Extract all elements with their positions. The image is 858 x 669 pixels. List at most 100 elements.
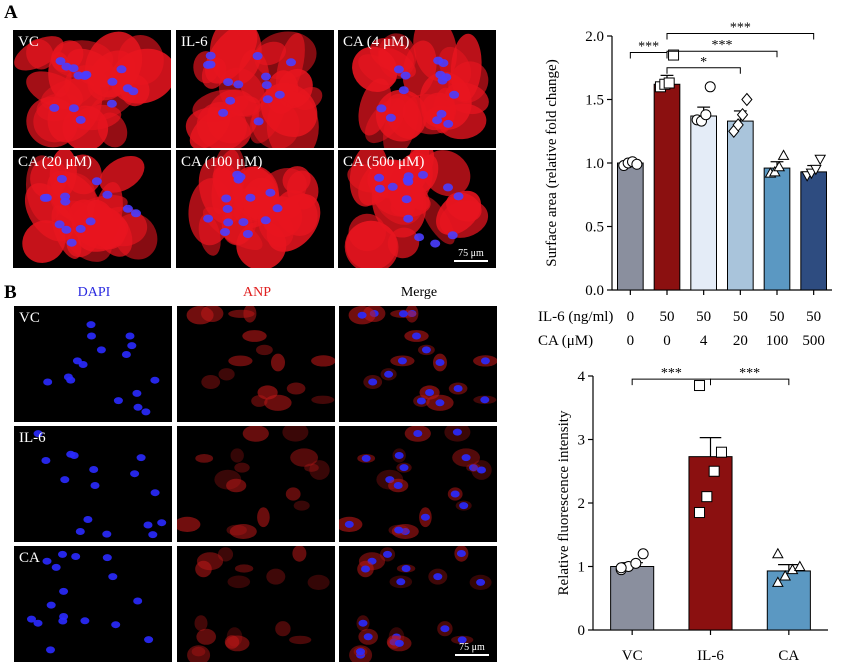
micrograph-label: VC <box>18 34 39 50</box>
data-point <box>615 562 627 574</box>
y-tick-label: 0.0 <box>585 283 604 299</box>
micrograph-b-ca-dapi: CA <box>14 546 172 662</box>
data-point <box>809 164 822 176</box>
y-tick-label: 1.5 <box>585 93 604 109</box>
micrograph-a-1: VC <box>13 30 171 148</box>
y-tick-label: 0 <box>578 623 586 639</box>
panel-letter-b: B <box>4 282 17 303</box>
y-tick-label: 4 <box>578 369 586 385</box>
bar <box>688 456 733 631</box>
x-tick-label: CA <box>778 648 799 664</box>
micrograph-label: CA (20 μM) <box>18 154 92 170</box>
significance-bracket <box>666 50 778 58</box>
y-tick-label: 2.0 <box>585 29 604 45</box>
y-tick-label: 1.0 <box>585 156 604 172</box>
treatment-value: 50 <box>660 309 675 325</box>
column-header-merge: Merge <box>400 285 438 300</box>
micrograph-b-vc-merge <box>339 306 497 422</box>
bar <box>653 83 681 291</box>
data-point <box>694 380 706 392</box>
panel-letter-a: A <box>4 2 18 23</box>
fluorescence-intensity-bar-chart: 0 1 2 3 4 Relative fluorescence intensity *** *… <box>556 366 828 664</box>
bar <box>610 566 655 631</box>
data-point <box>631 158 643 170</box>
treatment-value: 20 <box>733 333 748 349</box>
y-axis-label: Surface area (relative fold change) <box>544 59 560 266</box>
x-tick-label: IL-6 <box>697 648 724 664</box>
data-point <box>736 107 749 122</box>
treatment-value: 0 <box>663 333 671 349</box>
row-label: VC <box>19 310 40 326</box>
data-point <box>771 547 784 559</box>
treatment-row-label: IL-6 (ng/ml) <box>538 309 613 325</box>
micrograph-a-2: IL-6 <box>176 30 334 148</box>
bar <box>690 115 717 291</box>
micrograph-a-6: CA (500 μM) 75 μm <box>338 150 496 268</box>
data-point <box>630 557 642 569</box>
column-header-anp: ANP <box>242 285 271 300</box>
data-point <box>668 49 680 61</box>
micrograph-label: CA (4 μM) <box>343 34 410 50</box>
data-point <box>741 92 753 107</box>
column-header-dapi: DAPI <box>77 285 111 300</box>
x-tick-label: VC <box>622 648 643 664</box>
data-point <box>779 569 792 581</box>
significance-label: *** <box>730 20 751 35</box>
bar <box>800 171 828 291</box>
row-label: CA <box>19 550 40 566</box>
bar <box>766 570 811 631</box>
treatment-value: 50 <box>696 309 711 325</box>
micrograph-b-ca-merge: 75 μm <box>339 546 497 662</box>
micrograph-label: IL-6 <box>181 34 208 50</box>
micrograph-a-3: CA (4 μM) <box>338 30 496 148</box>
treatment-value: 100 <box>766 333 789 349</box>
data-point <box>771 576 784 587</box>
data-point <box>773 160 786 172</box>
significance-bracket <box>666 67 741 74</box>
micrograph-b-il-6-anp <box>177 426 335 542</box>
scale-bar: 75 μm <box>455 642 489 656</box>
micrograph-a-4: CA (20 μM) <box>13 150 171 268</box>
micrograph-b-vc-anp <box>177 306 335 422</box>
data-point <box>715 446 727 458</box>
micrograph-b-ca-anp <box>177 546 335 662</box>
micrograph-a-5: CA (100 μM) <box>176 150 334 268</box>
treatment-value: 0 <box>627 333 635 349</box>
data-point <box>793 560 806 571</box>
treatment-row-label: CA (μM) <box>538 333 593 349</box>
data-point <box>701 491 713 503</box>
y-tick-label: 2 <box>578 496 586 512</box>
y-tick-label: 3 <box>578 433 586 449</box>
y-tick-label: 0.5 <box>585 220 604 236</box>
data-point <box>704 81 716 93</box>
data-point <box>708 465 720 477</box>
data-point <box>694 507 706 519</box>
data-point <box>768 165 781 177</box>
bar <box>617 162 644 291</box>
micrograph-label: CA (100 μM) <box>181 154 263 170</box>
significance-label: * <box>700 55 707 70</box>
significance-bracket <box>710 378 790 386</box>
micrograph-b-il-6-dapi: IL-6 <box>14 426 172 542</box>
data-point <box>814 154 827 166</box>
surface-area-bar-chart: 0.0 0.5 1.0 1.5 2.0 Surface area (relative fo… <box>538 20 832 349</box>
treatment-value: 0 <box>627 309 635 325</box>
y-axis-label: Relative fluorescence intensity <box>556 410 572 595</box>
significance-label: *** <box>638 40 659 55</box>
significance-label: *** <box>661 366 682 381</box>
treatment-value: 50 <box>770 309 785 325</box>
data-point <box>700 109 712 121</box>
bar <box>727 120 754 291</box>
significance-label: *** <box>712 38 733 53</box>
bar <box>763 167 791 291</box>
treatment-value: 50 <box>733 309 748 325</box>
data-point <box>637 548 649 560</box>
data-point <box>663 77 675 89</box>
data-point <box>777 149 790 160</box>
micrograph-b-vc-dapi: VC <box>14 306 172 422</box>
scale-bar: 75 μm <box>454 248 488 262</box>
data-point <box>732 118 744 132</box>
treatment-value: 4 <box>700 333 708 349</box>
significance-label: *** <box>739 366 760 381</box>
row-label: IL-6 <box>19 430 46 446</box>
